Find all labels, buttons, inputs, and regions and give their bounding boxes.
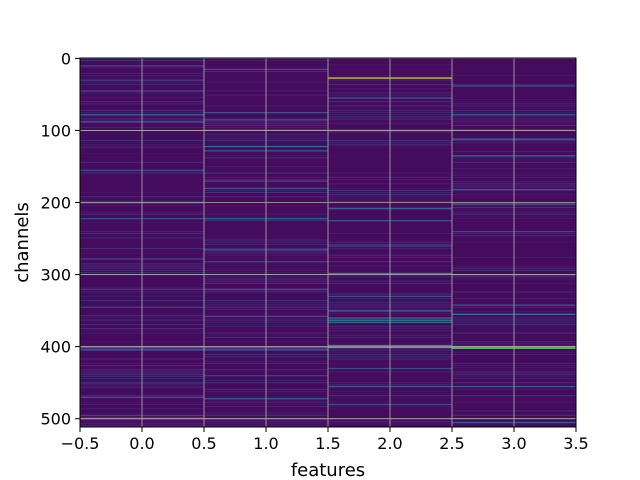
x-tick-label: 0.0: [129, 434, 154, 453]
y-tick-label: 100: [40, 121, 71, 140]
x-tick-label: 2.5: [439, 434, 464, 453]
y-tick-label: 0: [61, 49, 71, 68]
x-tick-label: −0.5: [61, 434, 100, 453]
x-tick-label: 3.5: [563, 434, 588, 453]
y-axis-label: channels: [12, 202, 33, 283]
y-axis-ticks: 0 100 200 300 400 500: [40, 49, 80, 429]
x-tick-label: 1.5: [315, 434, 340, 453]
y-tick-label: 200: [40, 194, 71, 213]
x-tick-label: 2.0: [377, 434, 402, 453]
y-tick-label: 500: [40, 410, 71, 429]
x-axis-label: features: [291, 460, 365, 480]
x-axis-ticks: −0.5 0.0 0.5 1.0 1.5 2.0 2.5 3.0 3.5: [61, 427, 589, 453]
x-tick-label: 0.5: [191, 434, 216, 453]
y-tick-label: 300: [40, 266, 71, 285]
y-tick-label: 400: [40, 338, 71, 357]
x-tick-label: 1.0: [253, 434, 278, 453]
x-tick-label: 3.0: [501, 434, 526, 453]
